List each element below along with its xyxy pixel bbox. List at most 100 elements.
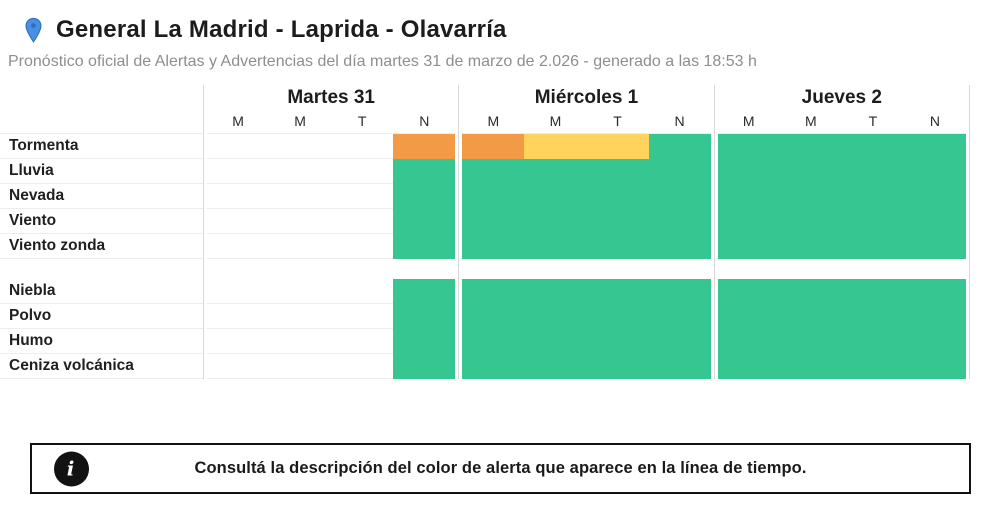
forecast-cell-alert[interactable]	[393, 134, 456, 159]
forecast-cell-alert[interactable]	[462, 304, 525, 329]
forecast-cell-alert[interactable]	[779, 209, 842, 234]
day-group	[203, 184, 458, 209]
forecast-cell-alert[interactable]	[524, 304, 587, 329]
forecast-cell-alert[interactable]	[841, 329, 904, 354]
forecast-cell-alert[interactable]	[393, 354, 456, 379]
day-group	[458, 209, 713, 234]
table-row: Polvo	[0, 304, 970, 329]
forecast-cell-alert[interactable]	[903, 209, 966, 234]
period-label: M	[779, 113, 842, 134]
row-label: Ceniza volcánica	[0, 354, 203, 379]
forecast-cell-alert[interactable]	[717, 354, 780, 379]
forecast-cell-alert[interactable]	[393, 234, 456, 259]
forecast-cell-alert[interactable]	[393, 329, 456, 354]
forecast-cell-alert[interactable]	[779, 184, 842, 209]
forecast-cell-alert[interactable]	[586, 354, 649, 379]
forecast-cell-alert[interactable]	[586, 184, 649, 209]
forecast-cell-alert[interactable]	[524, 159, 587, 184]
forecast-cell-alert[interactable]	[648, 304, 711, 329]
forecast-cell-alert[interactable]	[841, 134, 904, 159]
forecast-cell-alert[interactable]	[779, 329, 842, 354]
forecast-cell-alert[interactable]	[717, 134, 780, 159]
forecast-cell-alert[interactable]	[903, 354, 966, 379]
forecast-cell-alert[interactable]	[717, 329, 780, 354]
forecast-cell-alert[interactable]	[779, 234, 842, 259]
forecast-cell-alert[interactable]	[648, 209, 711, 234]
forecast-cell-alert[interactable]	[648, 134, 711, 159]
forecast-cell-alert[interactable]	[717, 159, 780, 184]
info-banner-text: Consultá la descripción del color de ale…	[194, 459, 807, 477]
forecast-cell-alert[interactable]	[841, 209, 904, 234]
forecast-cell-alert[interactable]	[524, 184, 587, 209]
forecast-cell-alert[interactable]	[524, 329, 587, 354]
forecast-cell-alert[interactable]	[462, 329, 525, 354]
forecast-cell-alert[interactable]	[586, 209, 649, 234]
period-header-spacer	[0, 113, 203, 134]
forecast-cell-empty	[269, 279, 332, 304]
day-group	[713, 279, 970, 304]
forecast-cell-alert[interactable]	[779, 159, 842, 184]
forecast-cell-alert[interactable]	[462, 354, 525, 379]
page-title: General La Madrid - Laprida - Olavarría	[56, 16, 507, 43]
forecast-cell-alert[interactable]	[717, 234, 780, 259]
forecast-cell-alert[interactable]	[393, 184, 456, 209]
forecast-cell-alert[interactable]	[462, 184, 525, 209]
forecast-cell-alert[interactable]	[841, 184, 904, 209]
forecast-cell-alert[interactable]	[903, 134, 966, 159]
forecast-cell-alert[interactable]	[586, 279, 649, 304]
forecast-cell-alert[interactable]	[586, 159, 649, 184]
forecast-cell-empty	[269, 354, 332, 379]
forecast-cell-alert[interactable]	[393, 279, 456, 304]
forecast-cell-alert[interactable]	[903, 279, 966, 304]
forecast-cell-alert[interactable]	[841, 304, 904, 329]
forecast-cell-alert[interactable]	[717, 304, 780, 329]
table-row: Nevada	[0, 184, 970, 209]
forecast-cell-alert[interactable]	[648, 329, 711, 354]
info-icon: i	[54, 451, 89, 486]
forecast-cell-alert[interactable]	[648, 234, 711, 259]
forecast-cell-alert[interactable]	[393, 159, 456, 184]
forecast-cell-alert[interactable]	[648, 184, 711, 209]
forecast-cell-alert[interactable]	[393, 209, 456, 234]
day-header-2: Miércoles 1	[458, 85, 713, 113]
forecast-cell-alert[interactable]	[903, 184, 966, 209]
day-group	[458, 234, 713, 259]
forecast-cell-alert[interactable]	[841, 354, 904, 379]
forecast-cell-alert[interactable]	[462, 279, 525, 304]
forecast-cell-alert[interactable]	[648, 279, 711, 304]
forecast-cell-alert[interactable]	[393, 304, 456, 329]
forecast-cell-alert[interactable]	[841, 159, 904, 184]
forecast-cell-alert[interactable]	[648, 354, 711, 379]
forecast-cell-alert[interactable]	[903, 304, 966, 329]
forecast-cell-alert[interactable]	[648, 159, 711, 184]
table-row: Viento zonda	[0, 234, 970, 259]
forecast-cell-alert[interactable]	[524, 234, 587, 259]
forecast-cell-alert[interactable]	[586, 304, 649, 329]
forecast-cell-alert[interactable]	[903, 234, 966, 259]
forecast-cell-alert[interactable]	[841, 234, 904, 259]
day-group	[458, 279, 713, 304]
forecast-cell-alert[interactable]	[779, 354, 842, 379]
forecast-cell-alert[interactable]	[524, 209, 587, 234]
forecast-cell-alert[interactable]	[717, 209, 780, 234]
day-group	[458, 159, 713, 184]
forecast-cell-alert[interactable]	[779, 279, 842, 304]
forecast-cell-alert[interactable]	[462, 234, 525, 259]
forecast-cell-alert[interactable]	[524, 279, 587, 304]
forecast-cell-alert[interactable]	[779, 134, 842, 159]
forecast-cell-alert[interactable]	[841, 279, 904, 304]
forecast-cell-alert[interactable]	[462, 209, 525, 234]
forecast-cell-alert[interactable]	[462, 134, 525, 159]
forecast-cell-alert[interactable]	[586, 329, 649, 354]
forecast-cell-alert[interactable]	[524, 354, 587, 379]
forecast-cell-alert[interactable]	[717, 279, 780, 304]
forecast-cell-alert[interactable]	[586, 134, 649, 159]
forecast-cell-alert[interactable]	[586, 234, 649, 259]
forecast-cell-alert[interactable]	[903, 159, 966, 184]
day-group	[203, 134, 458, 159]
forecast-cell-alert[interactable]	[903, 329, 966, 354]
forecast-cell-alert[interactable]	[717, 184, 780, 209]
forecast-cell-alert[interactable]	[779, 304, 842, 329]
forecast-cell-alert[interactable]	[524, 134, 587, 159]
forecast-cell-alert[interactable]	[462, 159, 525, 184]
